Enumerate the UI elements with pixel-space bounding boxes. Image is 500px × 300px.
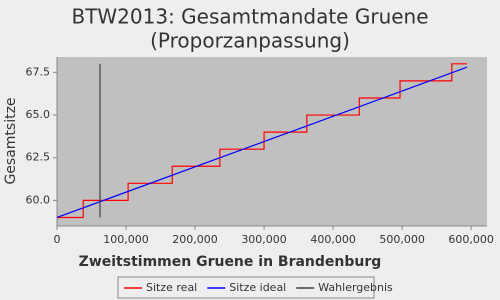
x-tick-label: 500,000 (379, 233, 425, 246)
chart-subtitle: (Proporzanpassung) (150, 29, 350, 53)
x-tick-label: 400,000 (310, 233, 356, 246)
x-tick-label: 0 (54, 233, 61, 246)
legend-label: Wahlergebnis (318, 281, 393, 294)
series-line (56, 66, 468, 219)
chart-title: BTW2013: Gesamtmandate Gruene (71, 5, 428, 29)
x-tick-label: 600,000 (448, 233, 494, 246)
y-axis-label: Gesamtsitze (3, 97, 19, 184)
y-tick-label: 62.5 (26, 151, 51, 164)
legend-box (117, 276, 375, 299)
x-tick-label: 300,000 (241, 233, 287, 246)
y-tick-label: 67.5 (26, 65, 51, 78)
y-tick-label: 65.0 (26, 108, 51, 121)
series-line (57, 63, 467, 219)
legend-label: Sitze real (146, 281, 197, 294)
x-tick-label: 100,000 (103, 233, 149, 246)
x-tick-label: 200,000 (172, 233, 218, 246)
y-tick-label: 60.0 (26, 193, 51, 206)
x-axis-label: Zweitstimmen Gruene in Brandenburg (79, 254, 382, 270)
legend-label: Sitze ideal (229, 281, 286, 294)
